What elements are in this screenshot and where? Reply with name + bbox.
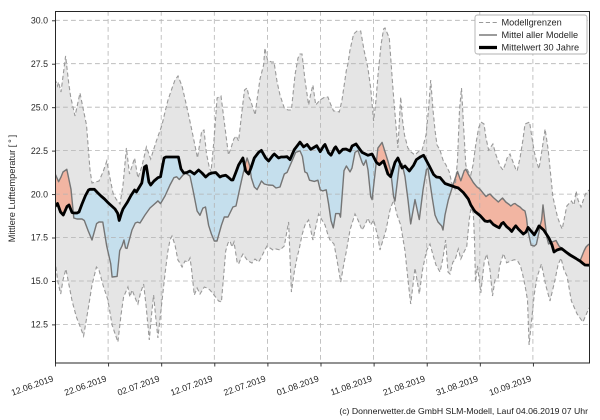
svg-text:15.0: 15.0 <box>31 276 48 286</box>
svg-text:17.5: 17.5 <box>31 233 48 243</box>
svg-text:22.5: 22.5 <box>31 146 48 156</box>
svg-text:Modellgrenzen: Modellgrenzen <box>502 18 562 28</box>
svg-text:20.0: 20.0 <box>31 189 48 199</box>
svg-text:25.0: 25.0 <box>31 102 48 112</box>
svg-text:30.0: 30.0 <box>31 16 48 26</box>
svg-text:27.5: 27.5 <box>31 59 48 69</box>
svg-text:Mittelwert 30 Jahre: Mittelwert 30 Jahre <box>502 43 580 53</box>
svg-text:(c) Donnerwetter.de GmbH SLM-M: (c) Donnerwetter.de GmbH SLM-Modell, Lau… <box>339 406 588 416</box>
svg-text:Mittlere Lufttemperatur [ ° ]: Mittlere Lufttemperatur [ ° ] <box>7 135 17 242</box>
svg-text:Mittel aller Modelle: Mittel aller Modelle <box>502 30 579 40</box>
svg-text:12.5: 12.5 <box>31 320 48 330</box>
